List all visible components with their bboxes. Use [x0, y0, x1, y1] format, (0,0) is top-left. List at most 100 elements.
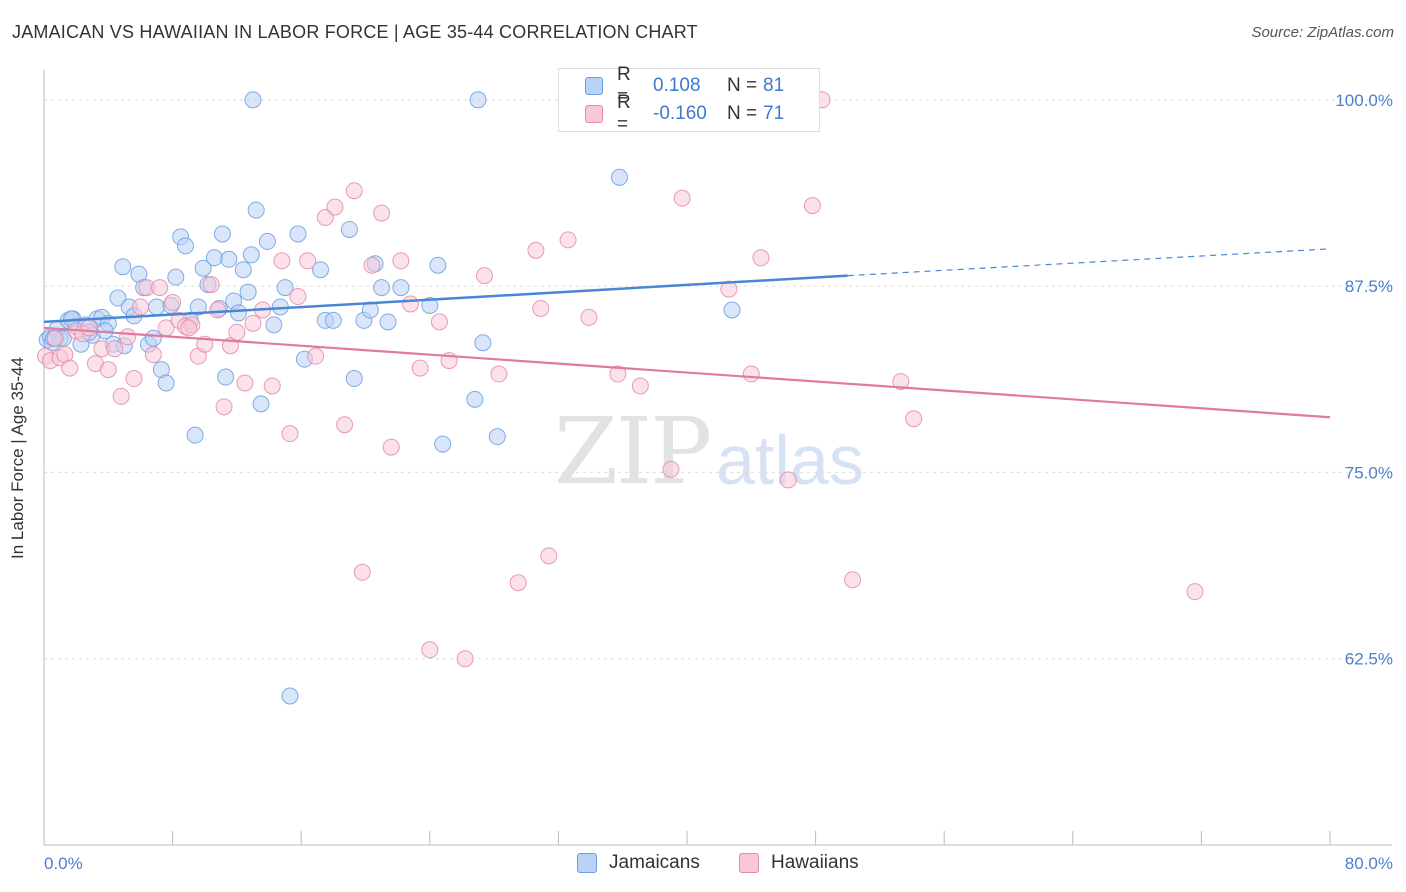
legend-label-jamaicans: Jamaicans: [609, 852, 700, 873]
point-jamaicans-56: [311, 261, 329, 279]
legend-row-hawaiians: R = -0.160 N = 71: [559, 92, 785, 135]
series-jamaicans: [38, 91, 741, 705]
point-jamaicans-50: [265, 316, 283, 334]
point-jamaicans-30: [176, 237, 194, 255]
y-tick-labels: 62.5% 75.0% 87.5% 100.0%: [1335, 91, 1393, 669]
point-hawaiians-74: [905, 410, 923, 428]
point-hawaiians-41: [316, 209, 334, 227]
point-jamaicans-42: [230, 304, 248, 322]
correlation-legend: R = 0.108 N = 81 R = -0.160 N = 71: [558, 64, 820, 135]
point-hawaiians-39: [299, 252, 317, 270]
point-hawaiians-67: [673, 189, 691, 207]
point-hawaiians-16: [131, 298, 149, 316]
legend-r-label: R =: [617, 64, 631, 107]
point-hawaiians-18: [144, 346, 162, 364]
point-hawaiians-38: [289, 288, 307, 306]
point-jamaicans-17: [114, 258, 132, 276]
point-hawaiians-40: [307, 347, 325, 365]
point-hawaiians-31: [228, 323, 246, 341]
trendline-jamaicans: [43, 274, 848, 324]
point-hawaiians-28: [209, 301, 227, 319]
legend-n-value-jamaicans: 81: [763, 75, 785, 96]
point-jamaicans-73: [488, 428, 506, 446]
point-hawaiians-13: [112, 387, 130, 405]
point-hawaiians-14: [119, 328, 137, 346]
point-jamaicans-49: [258, 232, 276, 250]
point-jamaicans-34: [194, 259, 212, 277]
legend-r-label: R =: [617, 92, 631, 135]
trendline-jamaicans-projection: [847, 248, 1331, 277]
point-jamaicans-71: [469, 91, 487, 109]
point-jamaicans-52: [276, 279, 294, 297]
point-hawaiians-47: [373, 204, 391, 222]
legend-swatch-jamaicans: [585, 77, 603, 95]
legend-r-value-jamaicans: 0.108: [653, 75, 701, 96]
point-jamaicans-69: [434, 435, 452, 453]
point-hawaiians-61: [540, 547, 558, 565]
y-tick-label-3: 100.0%: [1335, 91, 1393, 110]
legend-n-label: N =: [727, 103, 758, 124]
point-jamaicans-65: [379, 313, 397, 331]
point-hawaiians-75: [1186, 583, 1204, 601]
point-jamaicans-38: [213, 225, 231, 243]
point-hawaiians-33: [244, 314, 262, 332]
point-hawaiians-19: [151, 279, 169, 297]
point-hawaiians-43: [336, 416, 354, 434]
point-jamaicans-40: [220, 250, 238, 268]
point-hawaiians-72: [844, 571, 862, 589]
legend-swatch-hawaiians: [739, 853, 759, 873]
point-hawaiians-78: [180, 319, 198, 337]
chart-title: JAMAICAN VS HAWAIIAN IN LABOR FORCE | AG…: [12, 22, 698, 42]
point-jamaicans-24: [148, 298, 166, 316]
point-jamaicans-23: [144, 329, 162, 347]
point-jamaicans-70: [466, 390, 484, 408]
legend-item-jamaicans[interactable]: Jamaicans: [577, 852, 700, 874]
point-hawaiians-73: [892, 372, 910, 390]
point-hawaiians-2: [46, 329, 64, 347]
point-hawaiians-21: [164, 294, 182, 311]
point-jamaicans-36: [205, 249, 223, 267]
point-hawaiians-55: [456, 650, 474, 668]
point-hawaiians-5: [61, 359, 79, 377]
legend-item-hawaiians[interactable]: Hawaiians: [739, 852, 859, 874]
legend-label-hawaiians: Hawaiians: [771, 852, 859, 873]
point-jamaicans-48: [244, 91, 262, 109]
point-hawaiians-32: [236, 374, 254, 392]
point-jamaicans-47: [252, 395, 270, 413]
x-tick-labels: 0.0% 80.0%: [44, 854, 1393, 873]
legend-swatch-jamaicans: [577, 853, 597, 873]
point-jamaicans-60: [345, 370, 363, 388]
watermark-zip: ZIP: [554, 398, 712, 505]
point-hawaiians-8: [80, 319, 98, 337]
point-jamaicans-68: [429, 256, 447, 274]
point-jamaicans-75: [723, 301, 741, 319]
point-hawaiians-58: [509, 574, 527, 592]
legend-r-value-hawaiians: -0.160: [653, 103, 707, 124]
point-jamaicans-53: [281, 687, 299, 705]
point-hawaiians-52: [421, 641, 439, 659]
point-jamaicans-72: [474, 334, 492, 352]
point-hawaiians-68: [720, 280, 738, 298]
point-hawaiians-77: [779, 471, 797, 489]
point-hawaiians-65: [631, 377, 649, 395]
point-jamaicans-43: [234, 261, 252, 279]
trend-lines: [43, 248, 1331, 419]
point-jamaicans-46: [247, 201, 265, 219]
point-hawaiians-44: [345, 182, 363, 200]
point-hawaiians-56: [475, 267, 493, 285]
point-hawaiians-70: [803, 197, 821, 215]
point-hawaiians-49: [392, 252, 410, 270]
point-hawaiians-62: [559, 231, 577, 249]
point-jamaicans-28: [167, 268, 185, 286]
point-hawaiians-36: [273, 252, 291, 270]
point-hawaiians-12: [106, 340, 124, 358]
point-jamaicans-59: [340, 220, 358, 238]
point-hawaiians-69: [742, 365, 760, 383]
point-jamaicans-32: [186, 426, 204, 444]
point-jamaicans-39: [217, 368, 235, 386]
point-hawaiians-48: [382, 438, 400, 456]
point-hawaiians-37: [281, 425, 299, 443]
point-hawaiians-76: [752, 249, 770, 267]
legend-n-value-hawaiians: 71: [763, 103, 785, 124]
